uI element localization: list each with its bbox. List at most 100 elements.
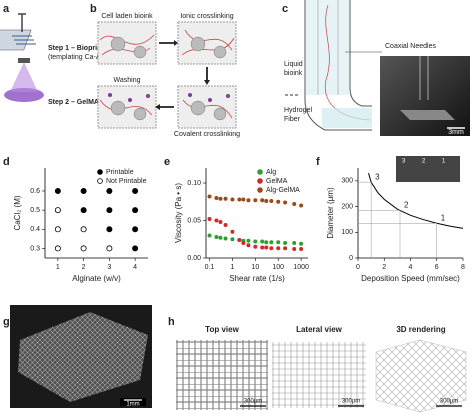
step-1: Step 1 – Bioprinting — [48, 45, 114, 52]
point — [218, 196, 223, 201]
x-tick-label: 1 — [56, 264, 60, 271]
scale-label: 300μm — [342, 399, 360, 405]
step-1-note: (templating Ca-Alginate) — [48, 54, 123, 61]
inset-label: 3 — [402, 159, 406, 165]
point — [106, 187, 113, 194]
point — [218, 235, 223, 240]
x-tick-label: 0 — [356, 264, 360, 271]
legend-label: Printable — [106, 169, 134, 176]
point — [264, 198, 269, 203]
y-tick-label: 0 — [349, 255, 353, 262]
micro-ct-views — [176, 339, 467, 413]
point — [269, 240, 274, 245]
point — [299, 246, 304, 251]
point — [207, 233, 212, 238]
view-title: 3D rendering — [396, 325, 445, 334]
legend-label: Alg — [266, 169, 276, 176]
stage-label: Covalent crosslinking — [174, 131, 240, 138]
scale-label: 3mm — [448, 129, 464, 136]
panel-label: g — [3, 316, 10, 328]
scaffold-photo — [10, 305, 152, 408]
x-tick-label: 3 — [107, 264, 111, 271]
x-tick-label: 8 — [461, 264, 465, 271]
annotation: 3 — [375, 172, 380, 181]
guide-line — [358, 223, 437, 258]
point — [237, 197, 242, 202]
y-tick-label: 200 — [341, 203, 353, 210]
y-tick-label: 100 — [341, 229, 353, 236]
x-tick-label: 2 — [82, 264, 86, 271]
y-axis-label: Viscosity (Pa • s) — [174, 183, 183, 243]
point — [283, 246, 288, 251]
point — [299, 241, 304, 246]
x-tick-label: 2 — [382, 264, 386, 271]
x-tick-label: 1000 — [293, 264, 309, 271]
y-axis-label: Diameter (μm) — [326, 187, 335, 239]
x-tick-label: 100 — [272, 264, 284, 271]
y-tick-label: 0.5 — [30, 207, 40, 214]
point — [253, 244, 258, 249]
bioink-label: bioink — [284, 70, 303, 77]
legend-label: Not Printable — [106, 178, 147, 185]
point — [80, 245, 87, 252]
inset-label: 2 — [422, 159, 426, 165]
y-tick-label: 0.05 — [187, 217, 201, 224]
point — [207, 194, 212, 199]
x-tick-label: 6 — [435, 264, 439, 271]
y-tick-label: 0.4 — [30, 226, 40, 233]
view-title: Lateral view — [296, 325, 343, 334]
legend-marker — [97, 178, 103, 184]
point — [260, 239, 265, 244]
panel-label: c — [282, 3, 288, 15]
y-axis-label: CaCl₂ (M) — [13, 195, 22, 230]
stage-label: Ionic crosslinking — [180, 13, 233, 20]
point — [214, 195, 219, 200]
point — [276, 246, 281, 251]
stage-label: Washing — [114, 77, 141, 84]
point — [54, 245, 61, 252]
fiber-label: Hydrogel — [284, 107, 312, 114]
point — [276, 240, 281, 245]
x-axis-label: Deposition Speed (mm/sec) — [361, 274, 460, 283]
point — [283, 240, 288, 245]
point — [241, 197, 246, 202]
y-tick-label: 0.00 — [187, 255, 201, 262]
point — [106, 226, 113, 233]
panel-label: b — [90, 3, 97, 15]
scale-label: 300μm — [440, 399, 458, 405]
point — [264, 245, 269, 250]
point — [299, 203, 304, 208]
crosslinking-schematic — [97, 21, 237, 129]
panel-label: f — [316, 156, 320, 168]
needles-label: Coaxial Needles — [385, 43, 436, 50]
legend-label: Alg-GelMA — [266, 187, 300, 194]
point — [223, 222, 228, 227]
y-tick-label: 0.10 — [187, 180, 201, 187]
point — [260, 245, 265, 250]
point — [292, 246, 297, 251]
point — [80, 187, 87, 194]
point — [264, 240, 269, 245]
annotation: 2 — [404, 201, 409, 210]
view-title: Top view — [205, 325, 239, 334]
point — [292, 201, 297, 206]
point — [230, 229, 235, 234]
y-tick-label: 0.3 — [30, 245, 40, 252]
step-2: Step 2 – GelMA crosslinking — [48, 99, 142, 106]
point — [106, 207, 113, 214]
x-tick-label: 10 — [251, 264, 259, 271]
legend-marker — [257, 187, 263, 193]
point — [269, 198, 274, 203]
legend-marker — [257, 178, 263, 184]
point — [214, 234, 219, 239]
point — [214, 218, 219, 223]
stage-label: Cell laden bioink — [101, 13, 153, 20]
guide-line — [358, 181, 372, 258]
bioprinter-sketch — [0, 13, 44, 102]
point — [246, 243, 251, 248]
point — [106, 245, 113, 252]
point — [218, 219, 223, 224]
y-tick-label: 300 — [341, 178, 353, 185]
scale-label: 300μm — [244, 399, 262, 405]
